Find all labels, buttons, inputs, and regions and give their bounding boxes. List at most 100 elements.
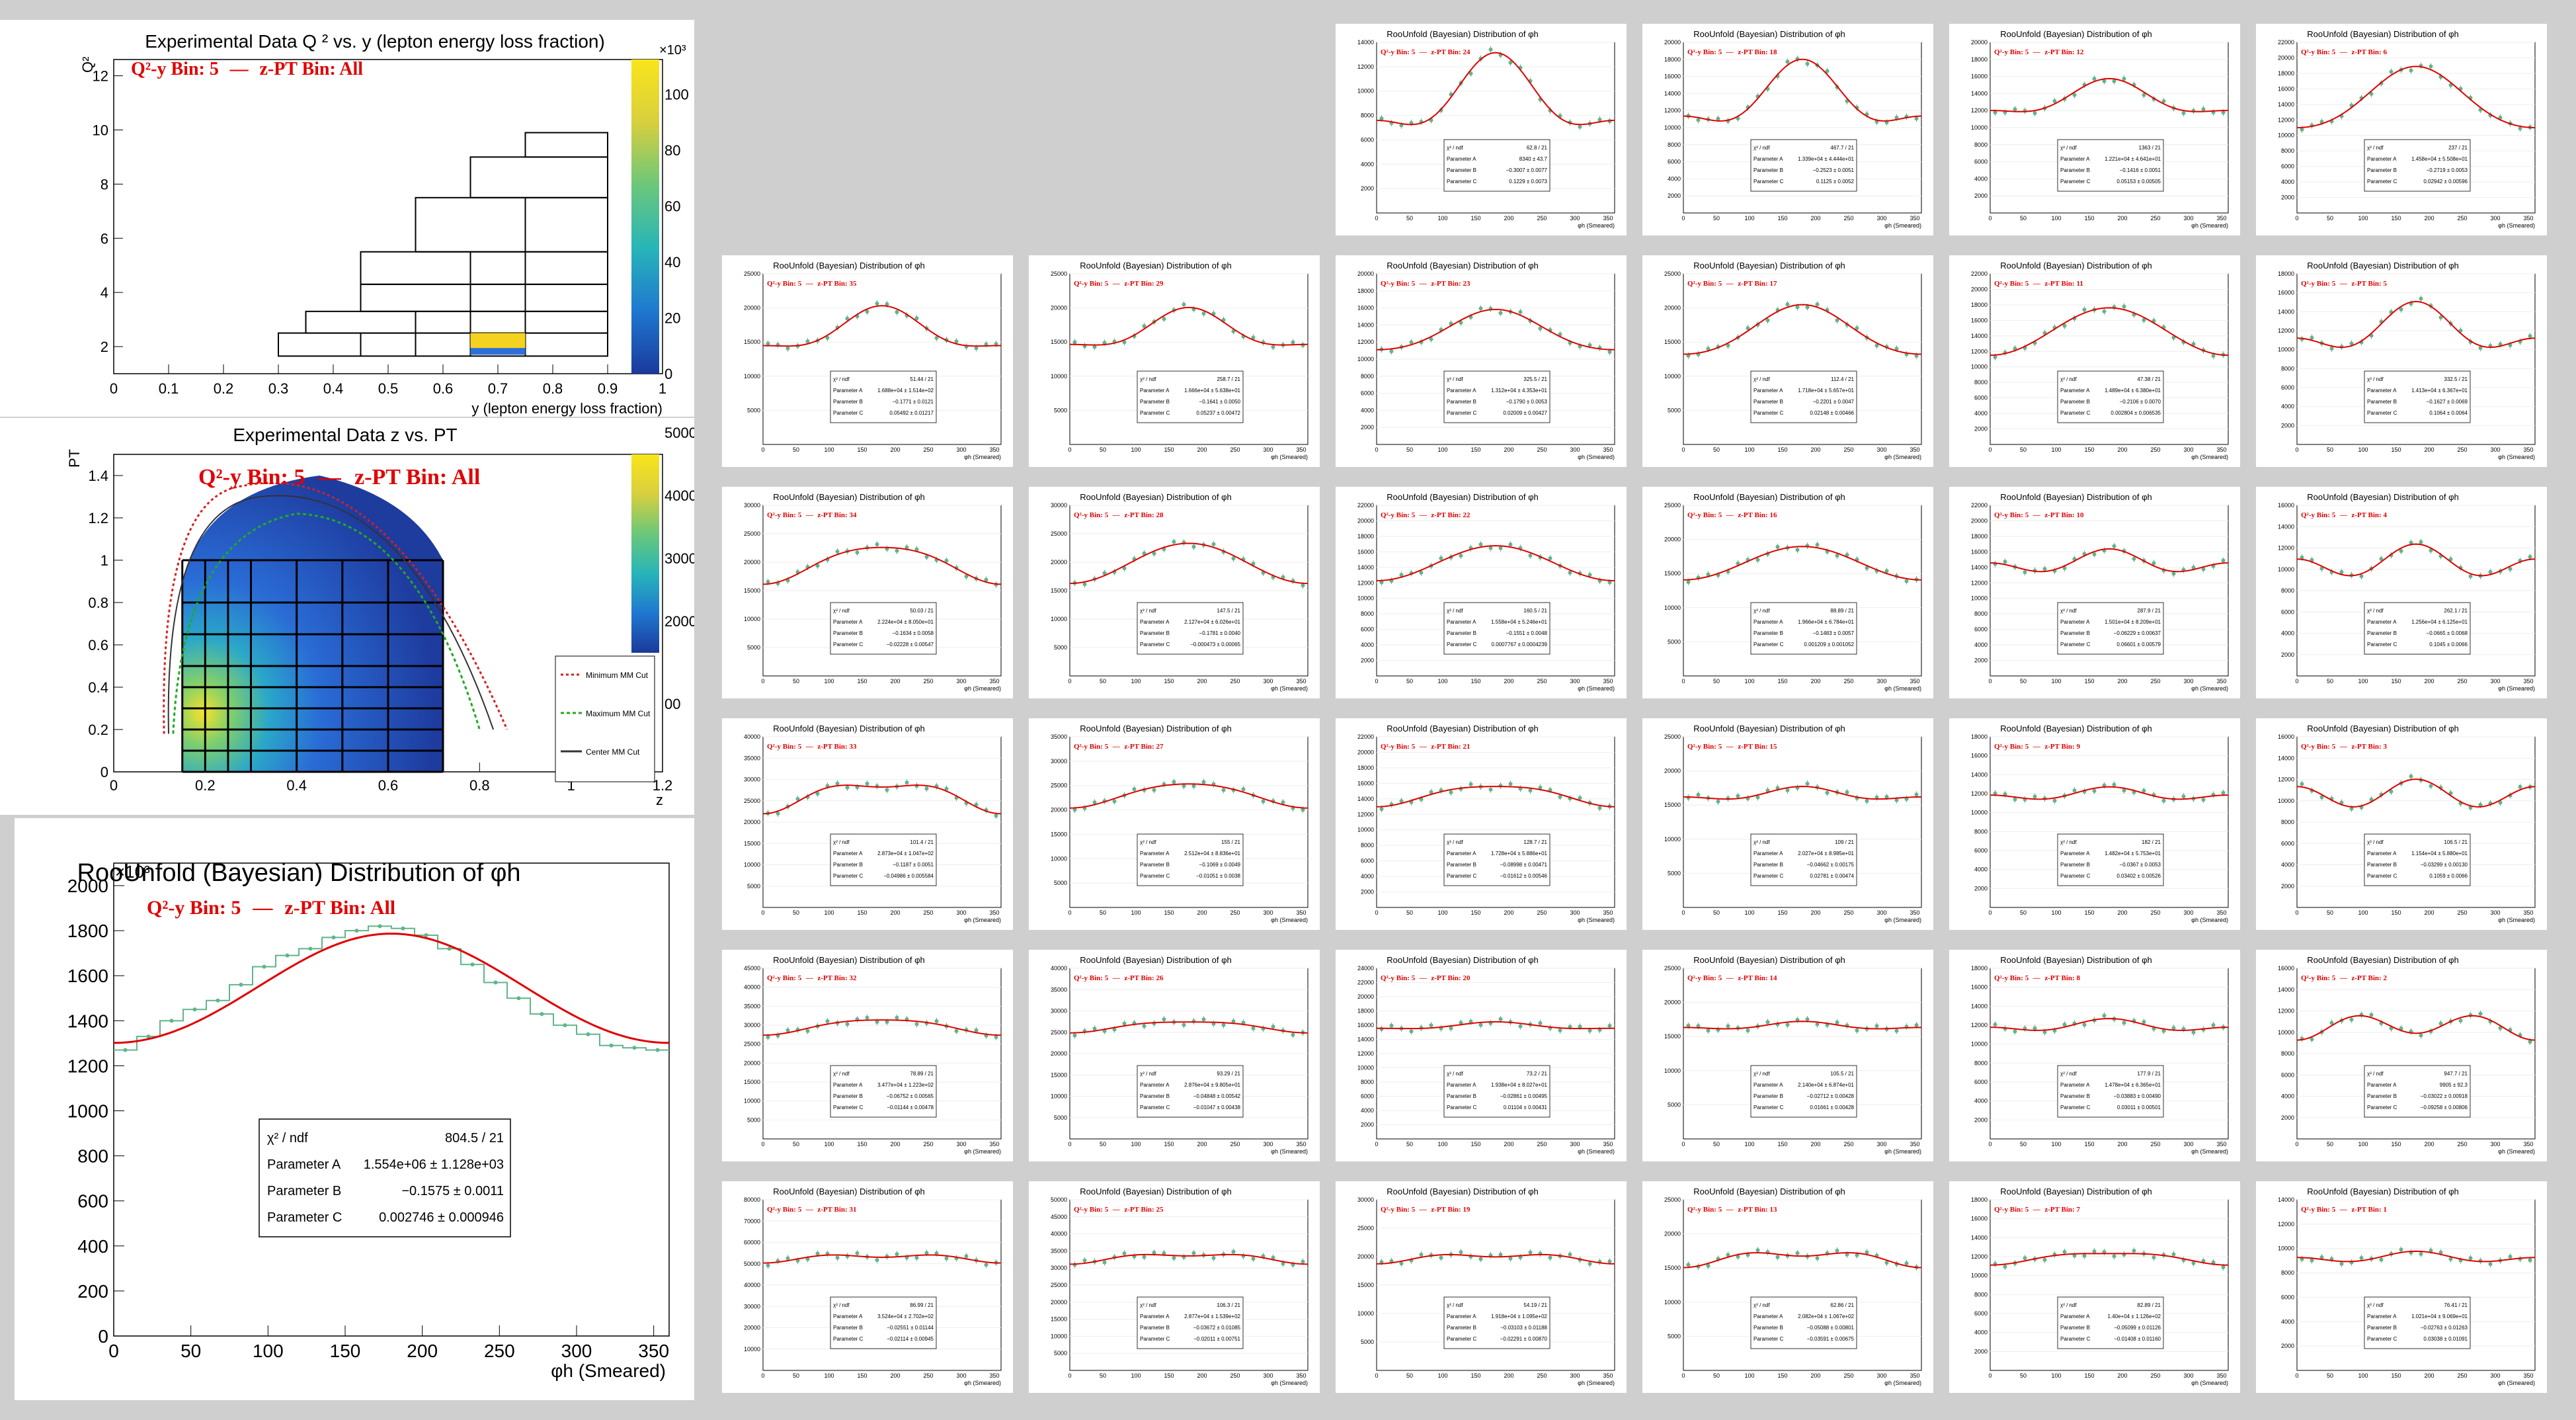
- bin-label-zpt: z-PT Bin: 20: [1431, 974, 1470, 982]
- y-tick-label: 1800: [67, 921, 108, 941]
- stats-value: 0.06601 ± 0.00579: [2116, 642, 2161, 647]
- stats-value: −0.06229 ± 0.00637: [2114, 630, 2161, 636]
- bin-label-qy: Q²-y Bin: 5: [1687, 743, 1722, 751]
- stats-label: Parameter B: [833, 1325, 863, 1331]
- y-tick-label: 80000: [744, 1196, 760, 1203]
- x-tick-label: 1: [659, 380, 666, 397]
- bin-plot-bin5: RooUnfold (Bayesian) Distribution of φh Q…: [2278, 261, 2536, 460]
- stats-label: Parameter B: [2060, 167, 2090, 173]
- data-point: [378, 924, 382, 929]
- x-axis-label: φh (Smeared): [1271, 685, 1308, 692]
- stats-label: Parameter B: [2060, 399, 2090, 405]
- y-tick-label: 14000: [1971, 90, 1988, 97]
- x-tick-label: 100: [253, 1341, 284, 1361]
- x-tick-label: 100: [2051, 215, 2061, 222]
- bin-label-dash: —: [2033, 974, 2041, 982]
- x-tick-label: 250: [1230, 1141, 1240, 1148]
- y-tick-label: 14000: [1664, 90, 1681, 97]
- y-tick-label: 4000: [2281, 403, 2294, 410]
- stats-value: 1.413e+04 ± 6.367e+01: [2411, 388, 2468, 394]
- x-axis-label: φh (Smeared): [964, 1380, 1001, 1386]
- y-tick-label: 2000: [2281, 1343, 2294, 1349]
- y-tick-label: 15000: [744, 339, 760, 345]
- y-tick-label: 14000: [2278, 755, 2294, 761]
- y-tick-label: 200: [77, 1281, 108, 1302]
- y-tick-label: 16000: [1357, 780, 1374, 786]
- stats-value: 109 / 21: [1835, 839, 1854, 845]
- bin-label-qy: Q²-y Bin: 5: [2301, 1206, 2336, 1214]
- y-tick-label: 16000: [1971, 753, 1988, 759]
- stats-value: −0.1575 ± 0.0011: [401, 1184, 504, 1198]
- bin-label-dash: —: [1419, 974, 1428, 982]
- x-tick-label: 100: [1744, 678, 1754, 685]
- y-tick-label: 18000: [1971, 1196, 1988, 1203]
- x-tick-label: 300: [1876, 909, 1886, 916]
- x-tick-label: 50: [2327, 909, 2333, 916]
- stats-value: 9905 ± 92.3: [2440, 1082, 2468, 1088]
- bin-plot-bin18: RooUnfold (Bayesian) Distribution of φh Q…: [1664, 29, 1922, 229]
- y-tick-label: 20000: [1971, 39, 1988, 46]
- y-tick-label: 6000: [1974, 1310, 1988, 1317]
- fit-curve: [1069, 1253, 1308, 1265]
- y-tick-label: 5000: [747, 644, 760, 651]
- stats-label: Parameter B: [2367, 1093, 2397, 1099]
- data-point: [308, 946, 313, 951]
- bin-label-dash: —: [805, 743, 814, 751]
- bin-plot-pad: RooUnfold (Bayesian) Distribution of φh Q…: [722, 718, 1013, 930]
- data-point: [563, 1023, 567, 1028]
- y-tick-label: 40000: [744, 984, 760, 991]
- y-tick-label: 12000: [1971, 1253, 1988, 1260]
- x-tick-label: 50: [793, 1141, 799, 1148]
- y-tick-label: 4000: [2281, 1318, 2294, 1325]
- x-tick-label: 0: [1988, 215, 1992, 222]
- stats-box: [2057, 1296, 2164, 1349]
- bin-plot-bin29: RooUnfold (Bayesian) Distribution of φh Q…: [1051, 261, 1308, 460]
- bin-label: Q²-y Bin: 5— z-PT Bin: 23: [1381, 280, 1470, 288]
- x-tick-label: 300: [1570, 215, 1580, 222]
- fit-curve: [1683, 304, 1922, 355]
- stats-value: −0.1483 ± 0.0057: [1813, 630, 1855, 636]
- bin-label-dash: —: [805, 511, 814, 519]
- bin-plot-bin27: RooUnfold (Bayesian) Distribution of φh Q…: [1051, 724, 1308, 923]
- stats-label: χ² / ndf: [2060, 1302, 2077, 1308]
- stats-label: Parameter A: [1753, 851, 1783, 856]
- x-tick-label: 50: [1406, 1372, 1413, 1379]
- bin-plot-pad: RooUnfold (Bayesian) Distribution of φh Q…: [1029, 487, 1320, 698]
- plot-title: RooUnfold (Bayesian) Distribution of φh: [2000, 492, 2152, 502]
- y-tick-label: 20000: [1357, 993, 1374, 1000]
- colorbar-tick-label: 3000: [664, 550, 694, 567]
- y-tick-label: 15000: [1664, 1265, 1681, 1271]
- fit-curve: [762, 305, 1002, 347]
- x-tick-label: 0: [110, 380, 118, 397]
- stats-label: Parameter C: [1447, 642, 1477, 647]
- x-axis-label: φh (Smeared): [1271, 917, 1308, 923]
- stats-label: Parameter C: [2060, 410, 2091, 416]
- y-tick-label: 5000: [1668, 638, 1681, 645]
- x-tick-label: 350: [2216, 215, 2226, 222]
- x-tick-label: 250: [1230, 678, 1240, 685]
- stats-value: −0.04986 ± 0.005584: [883, 873, 934, 879]
- x-tick-label: 0: [761, 909, 764, 916]
- x-axis-label: φh (Smeared): [1578, 685, 1615, 692]
- bin-label-zpt: z-PT Bin: 1: [2351, 1206, 2387, 1214]
- stats-label: Parameter A: [1447, 619, 1476, 625]
- fit-curve: [762, 784, 1002, 815]
- plot-title: RooUnfold (Bayesian) Distribution of φh: [77, 859, 521, 887]
- bin-label-qy: Q²-y Bin: 5: [1381, 511, 1416, 519]
- y-tick-label: 10000: [2278, 1029, 2294, 1036]
- x-tick-label: 50: [2327, 1372, 2333, 1379]
- bin-plot-bin12: RooUnfold (Bayesian) Distribution of φh Q…: [1971, 29, 2229, 229]
- bin-label-zpt: z-PT Bin: 3: [2351, 743, 2387, 751]
- stats-box: [1443, 833, 1550, 886]
- x-tick-label: 250: [1230, 909, 1240, 916]
- bin-label-dash: —: [1726, 280, 1734, 288]
- stats-label: Parameter B: [1447, 1325, 1476, 1331]
- y-tick-label: 6000: [1974, 847, 1988, 854]
- stats-box: [2057, 833, 2164, 886]
- stats-label: χ² / ndf: [1753, 1302, 1770, 1308]
- x-tick-label: 200: [2117, 215, 2127, 222]
- bin-plot-pad: RooUnfold (Bayesian) Distribution of φh Q…: [722, 487, 1013, 698]
- stats-value: 2.873e+04 ± 1.047e+02: [877, 851, 934, 856]
- stats-label: Parameter A: [2060, 156, 2090, 162]
- bin-outline: [524, 132, 608, 158]
